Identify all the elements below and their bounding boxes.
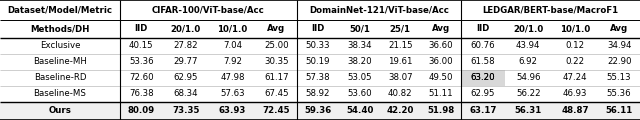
Text: 47.98: 47.98: [220, 73, 245, 82]
Text: 43.94: 43.94: [516, 41, 541, 50]
Text: 50.19: 50.19: [306, 57, 330, 66]
Text: Dataset/Model/Metric: Dataset/Model/Metric: [8, 5, 113, 14]
Text: 55.36: 55.36: [607, 89, 632, 98]
Text: 63.20: 63.20: [471, 73, 495, 82]
Text: Exclusive: Exclusive: [40, 41, 80, 50]
Text: 46.93: 46.93: [563, 89, 588, 98]
Text: Avg: Avg: [432, 24, 450, 33]
Text: 7.92: 7.92: [223, 57, 242, 66]
Text: LEDGAR/BERT-base/MacroF1: LEDGAR/BERT-base/MacroF1: [483, 5, 619, 14]
Text: 29.77: 29.77: [173, 57, 198, 66]
Text: Avg: Avg: [268, 24, 285, 33]
Text: 53.05: 53.05: [348, 73, 372, 82]
Text: 34.94: 34.94: [607, 41, 632, 50]
Text: Baseline-MS: Baseline-MS: [33, 89, 86, 98]
Text: 51.98: 51.98: [428, 106, 454, 115]
Text: 72.60: 72.60: [129, 73, 154, 82]
Text: 62.95: 62.95: [471, 89, 495, 98]
Text: 42.20: 42.20: [387, 106, 414, 115]
Text: IID: IID: [311, 24, 324, 33]
Text: 38.07: 38.07: [388, 73, 413, 82]
Text: 25/1: 25/1: [390, 24, 411, 33]
Text: 53.36: 53.36: [129, 57, 154, 66]
Text: 56.11: 56.11: [605, 106, 633, 115]
Text: 20/1.0: 20/1.0: [513, 24, 543, 33]
Text: 76.38: 76.38: [129, 89, 154, 98]
Text: 80.09: 80.09: [127, 106, 155, 115]
Text: 56.31: 56.31: [515, 106, 542, 115]
Text: Methods/DH: Methods/DH: [30, 24, 90, 33]
Text: 61.17: 61.17: [264, 73, 289, 82]
Text: 7.04: 7.04: [223, 41, 242, 50]
Text: 19.61: 19.61: [388, 57, 413, 66]
Text: 36.60: 36.60: [429, 41, 453, 50]
Text: 72.45: 72.45: [262, 106, 290, 115]
Text: 63.20: 63.20: [471, 73, 495, 82]
Text: Baseline-RD: Baseline-RD: [34, 73, 86, 82]
Text: 60.76: 60.76: [471, 41, 495, 50]
Text: 63.93: 63.93: [219, 106, 246, 115]
Text: 38.20: 38.20: [348, 57, 372, 66]
Bar: [461, 70, 505, 86]
Text: 25.00: 25.00: [264, 41, 289, 50]
Text: 50.33: 50.33: [306, 41, 330, 50]
Text: 0.22: 0.22: [565, 57, 584, 66]
Text: 30.35: 30.35: [264, 57, 289, 66]
Text: 59.36: 59.36: [305, 106, 332, 115]
Text: 73.35: 73.35: [172, 106, 200, 115]
Text: 49.50: 49.50: [429, 73, 453, 82]
Text: Avg: Avg: [610, 24, 628, 33]
Text: 40.82: 40.82: [388, 89, 413, 98]
Text: 48.87: 48.87: [561, 106, 589, 115]
Text: 54.96: 54.96: [516, 73, 541, 82]
Text: 38.34: 38.34: [348, 41, 372, 50]
Text: 21.15: 21.15: [388, 41, 413, 50]
Text: 36.00: 36.00: [429, 57, 453, 66]
Text: 27.82: 27.82: [173, 41, 198, 50]
Text: DomainNet-121/ViT-base/Acc: DomainNet-121/ViT-base/Acc: [309, 5, 449, 14]
Text: 0.12: 0.12: [565, 41, 584, 50]
Text: 10/1.0: 10/1.0: [560, 24, 590, 33]
Text: 40.15: 40.15: [129, 41, 154, 50]
Text: 53.60: 53.60: [348, 89, 372, 98]
Text: 63.17: 63.17: [469, 106, 497, 115]
Text: 67.45: 67.45: [264, 89, 289, 98]
Text: 54.40: 54.40: [346, 106, 373, 115]
Text: 57.63: 57.63: [220, 89, 245, 98]
Text: 62.95: 62.95: [173, 73, 198, 82]
Text: IID: IID: [134, 24, 148, 33]
Text: 68.34: 68.34: [173, 89, 198, 98]
Text: IID: IID: [476, 24, 490, 33]
Text: 50/1: 50/1: [349, 24, 370, 33]
Text: CIFAR-100/ViT-base/Acc: CIFAR-100/ViT-base/Acc: [152, 5, 264, 14]
Text: 55.13: 55.13: [607, 73, 632, 82]
Text: 57.38: 57.38: [306, 73, 330, 82]
Text: 22.90: 22.90: [607, 57, 632, 66]
Text: 58.92: 58.92: [306, 89, 330, 98]
Text: Ours: Ours: [49, 106, 72, 115]
Text: 6.92: 6.92: [519, 57, 538, 66]
Text: 61.58: 61.58: [471, 57, 495, 66]
Text: 51.11: 51.11: [429, 89, 453, 98]
Text: Baseline-MH: Baseline-MH: [33, 57, 87, 66]
Text: 20/1.0: 20/1.0: [171, 24, 201, 33]
Text: 10/1.0: 10/1.0: [218, 24, 248, 33]
Text: 56.22: 56.22: [516, 89, 541, 98]
Text: 47.24: 47.24: [563, 73, 588, 82]
Bar: [0, 102, 640, 120]
